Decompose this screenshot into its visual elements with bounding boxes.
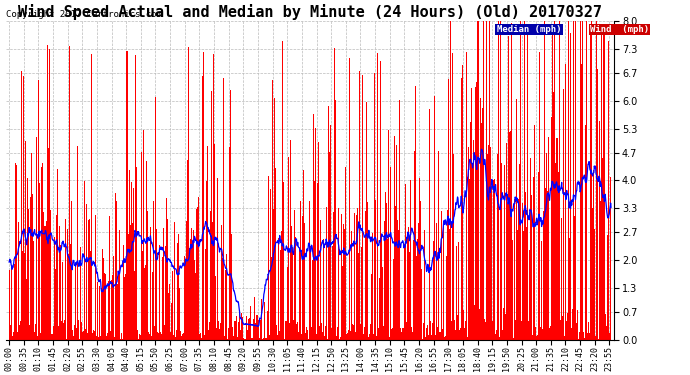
Text: Copyright 2017 Cartronics.com: Copyright 2017 Cartronics.com [6, 10, 161, 20]
Text: Median (mph): Median (mph) [497, 25, 561, 34]
Title: Wind Speed Actual and Median by Minute (24 Hours) (Old) 20170327: Wind Speed Actual and Median by Minute (… [18, 4, 602, 20]
Text: Wind  (mph): Wind (mph) [590, 25, 649, 34]
